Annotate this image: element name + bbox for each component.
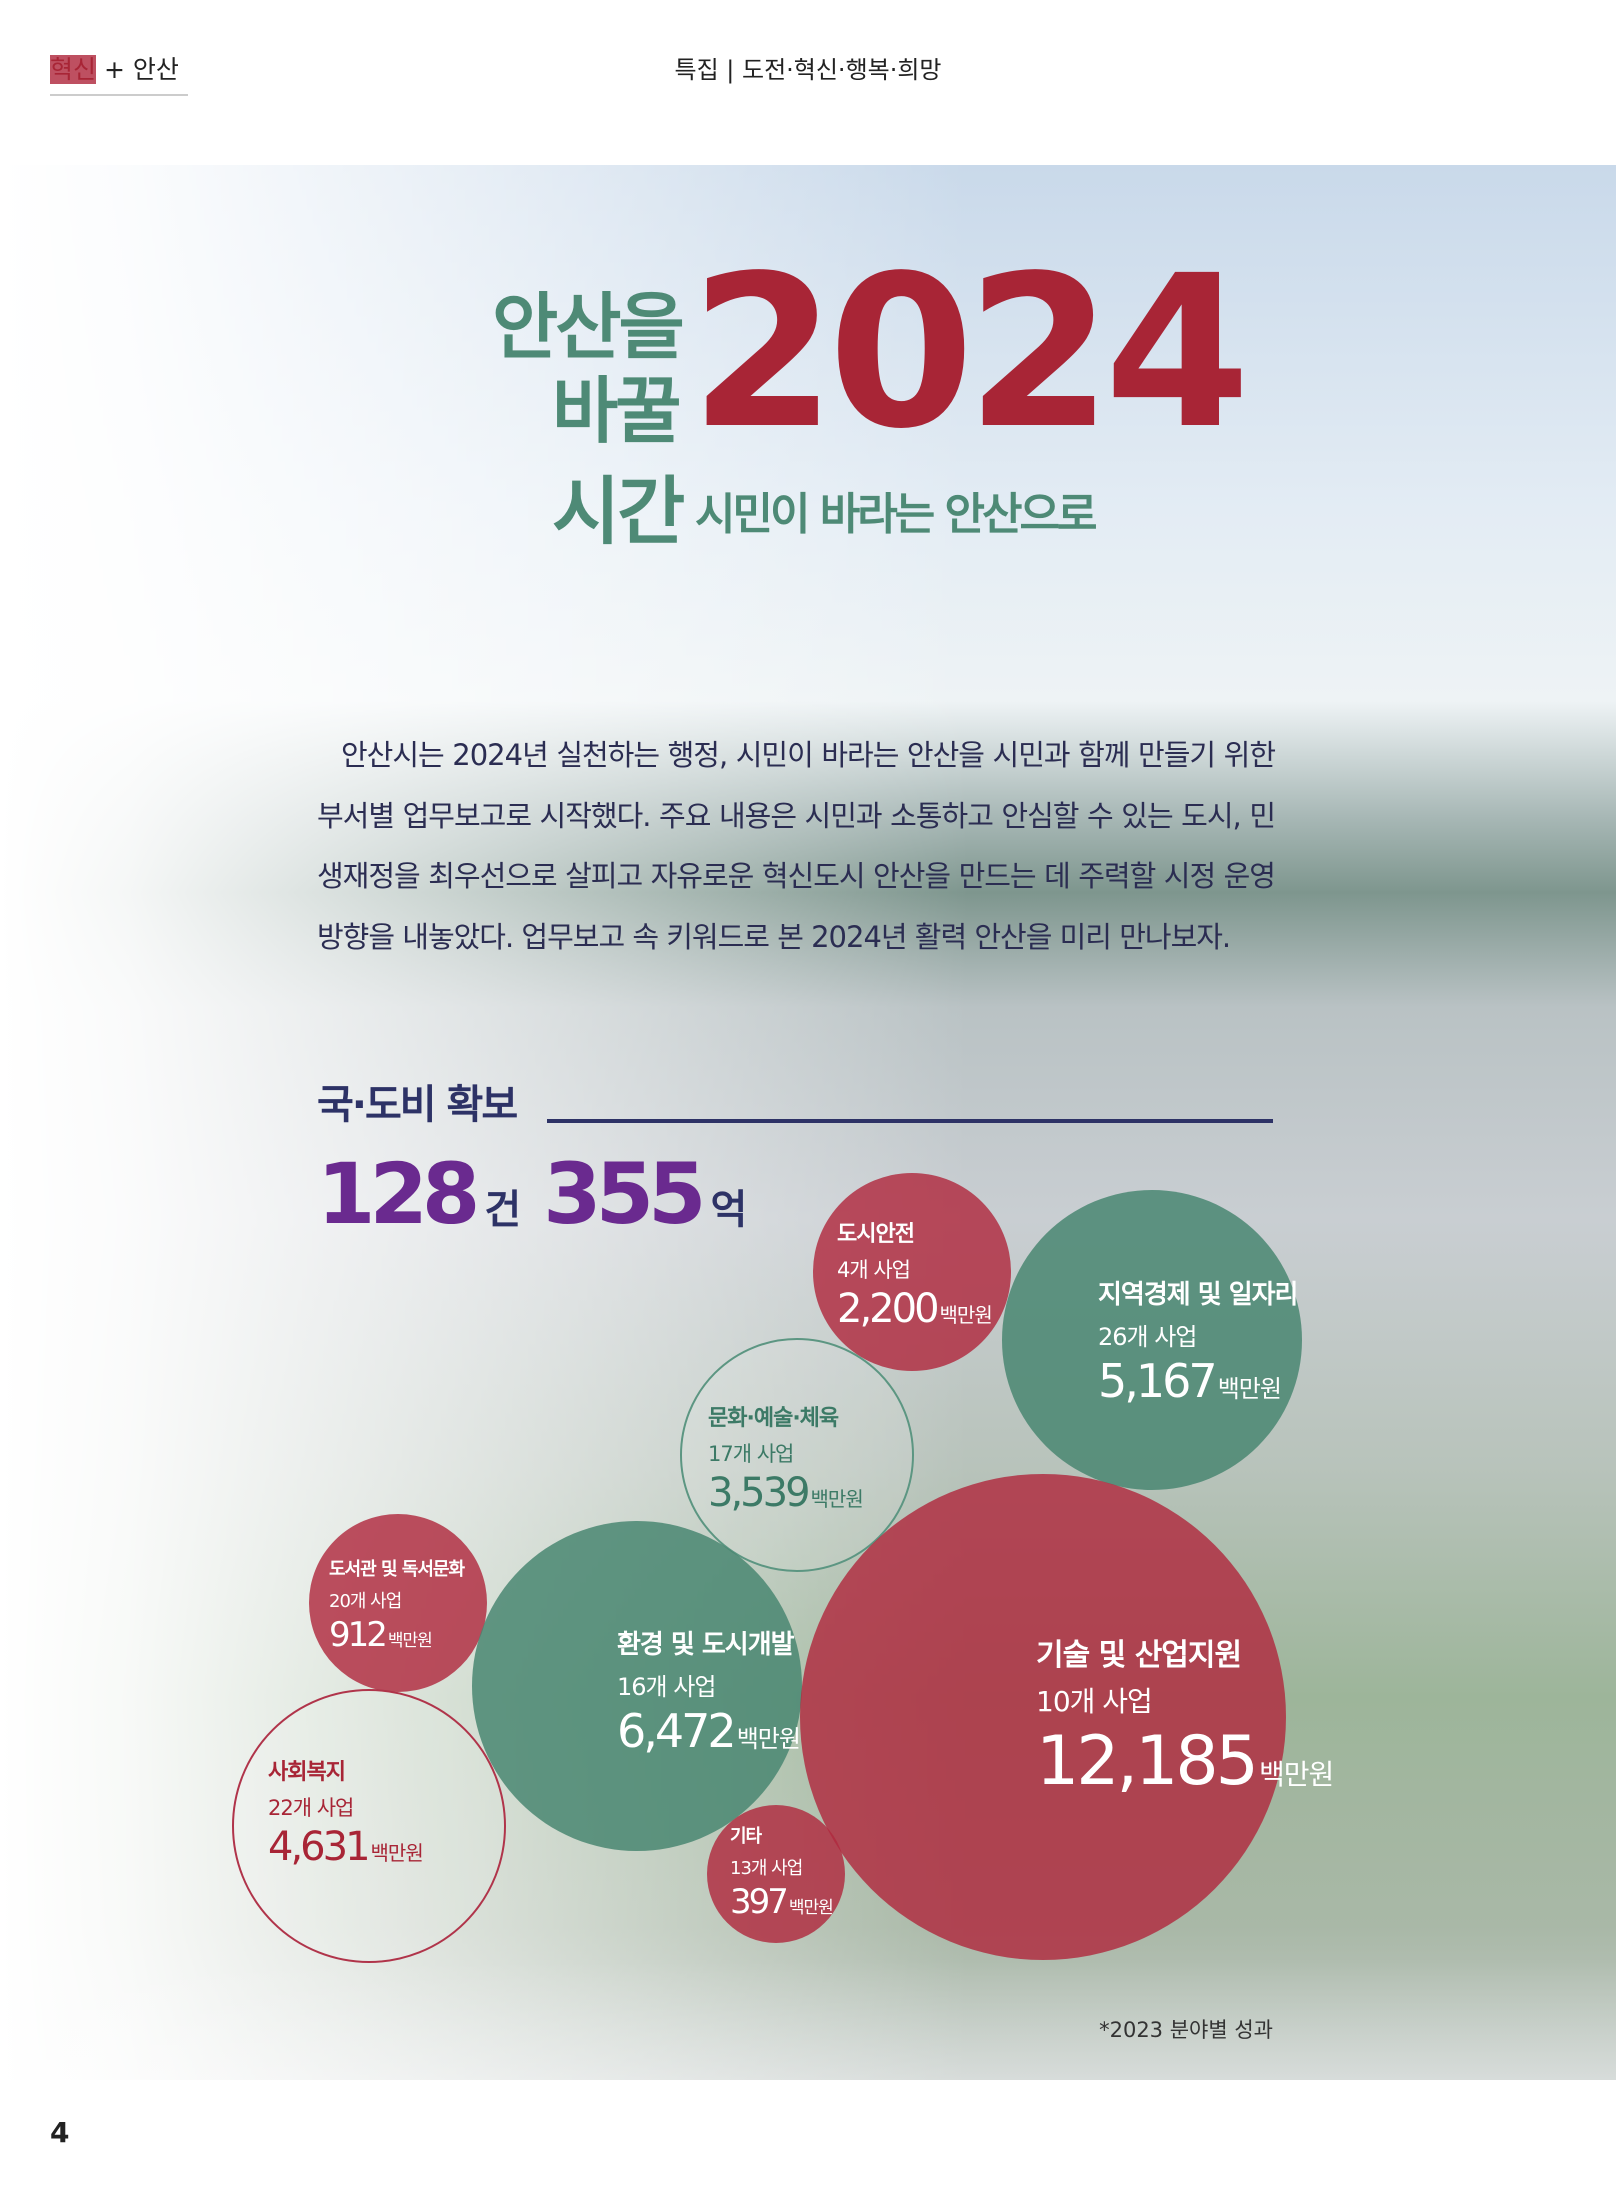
page-number: 4 (50, 2116, 70, 2149)
bubble-text: 도시안전 4개 사업 2,200 백만원 (837, 1216, 993, 1332)
title-line3: 시간 (552, 469, 685, 555)
section-divider (547, 1119, 1273, 1123)
bubble-count: 22개 사업 (268, 1796, 354, 1820)
intro-paragraph: 안산시는 2024년 실천하는 행정, 시민이 바라는 안산을 시민과 함께 만… (317, 738, 1276, 954)
bubble-unit: 백만원 (1217, 1375, 1282, 1403)
bubble-text: 기술 및 산업지원 10개 사업 12,185 백만원 (1036, 1630, 1334, 1801)
amount-unit: 억 (710, 1187, 748, 1233)
bubble-etc (707, 1805, 845, 1943)
bubble-count: 13개 사업 (730, 1858, 803, 1879)
bubble-value: 12,185 (1036, 1722, 1259, 1801)
label-innovation: 혁신 (50, 55, 97, 84)
bubble-value: 3,539 (708, 1470, 811, 1516)
bubble-value: 397 (730, 1882, 789, 1922)
bubble-text: 환경 및 도시개발 16개 사업 6,472 백만원 (617, 1624, 801, 1758)
bubble-value: 5,167 (1098, 1354, 1218, 1408)
bubble-value: 4,631 (268, 1824, 371, 1870)
bubble-value: 6,472 (617, 1704, 737, 1758)
bubble-label: 사회복지 (268, 1760, 346, 1785)
bubble-library (309, 1514, 487, 1692)
bubble-count: 20개 사업 (329, 1591, 402, 1612)
bubble-unit: 백만원 (736, 1725, 801, 1753)
section-title: 국·도비 확보 (317, 1082, 518, 1128)
label-ansan: 안산 (132, 55, 179, 84)
bubble-welfare (232, 1689, 506, 1963)
bubble-text: 사회복지 22개 사업 4,631 백만원 (268, 1754, 424, 1870)
running-header: 특집 | 도전·혁신·행복·희망 (674, 56, 942, 84)
bubble-label: 기술 및 산업지원 (1036, 1638, 1242, 1673)
plus: + (103, 55, 125, 84)
bubble-unit: 백만원 (939, 1303, 993, 1327)
bubble-label: 도시안전 (837, 1222, 915, 1247)
bubble-unit: 백만원 (370, 1841, 424, 1865)
bubble-label: 지역경제 및 일자리 (1098, 1280, 1298, 1310)
funding-stats: 128 건 355 억 (317, 1145, 769, 1243)
bubble-unit: 백만원 (1258, 1758, 1334, 1791)
bubble-count: 10개 사업 (1036, 1685, 1153, 1718)
bubble-label: 문화·예술·체육 (708, 1406, 839, 1431)
bubble-text: 도서관 및 독서문화 20개 사업 912 백만원 (329, 1555, 465, 1655)
footnote: *2023 분야별 성과 (1099, 2018, 1273, 2042)
bubble-count: 4개 사업 (837, 1258, 911, 1282)
title-line1: 안산을 (492, 285, 685, 369)
project-count: 128 (317, 1145, 480, 1243)
bubble-count: 16개 사업 (617, 1673, 716, 1701)
bubble-city-safety (813, 1173, 1011, 1371)
bubble-label: 환경 및 도시개발 (617, 1630, 795, 1660)
title-subtitle: 시민이 바라는 안산으로 (695, 489, 1097, 540)
bubble-value: 2,200 (837, 1286, 940, 1332)
section-label: 혁신 + 안산 (50, 50, 188, 96)
bubble-culture (680, 1338, 914, 1572)
bubble-label: 도서관 및 독서문화 (329, 1559, 465, 1580)
bubble-unit: 백만원 (387, 1631, 433, 1651)
bubble-environment (472, 1521, 802, 1851)
bubble-industry (800, 1474, 1286, 1960)
title-line2: 바꿀 (552, 369, 681, 453)
title-year: 2024 (690, 230, 1250, 475)
funding-amount: 355 (543, 1145, 706, 1243)
count-unit: 건 (484, 1187, 522, 1233)
bubble-count: 17개 사업 (708, 1442, 794, 1466)
bubble-unit: 백만원 (810, 1487, 864, 1511)
bubble-value: 912 (329, 1615, 388, 1655)
bubble-label: 기타 (730, 1826, 762, 1847)
bubble-text: 지역경제 및 일자리 26개 사업 5,167 백만원 (1098, 1274, 1298, 1408)
bubble-text: 기타 13개 사업 397 백만원 (730, 1822, 834, 1922)
bubble-unit: 백만원 (788, 1898, 834, 1918)
bubble-text: 문화·예술·체육 17개 사업 3,539 백만원 (708, 1400, 864, 1516)
bubble-local-economy (1002, 1190, 1302, 1490)
bubble-count: 26개 사업 (1098, 1323, 1197, 1351)
